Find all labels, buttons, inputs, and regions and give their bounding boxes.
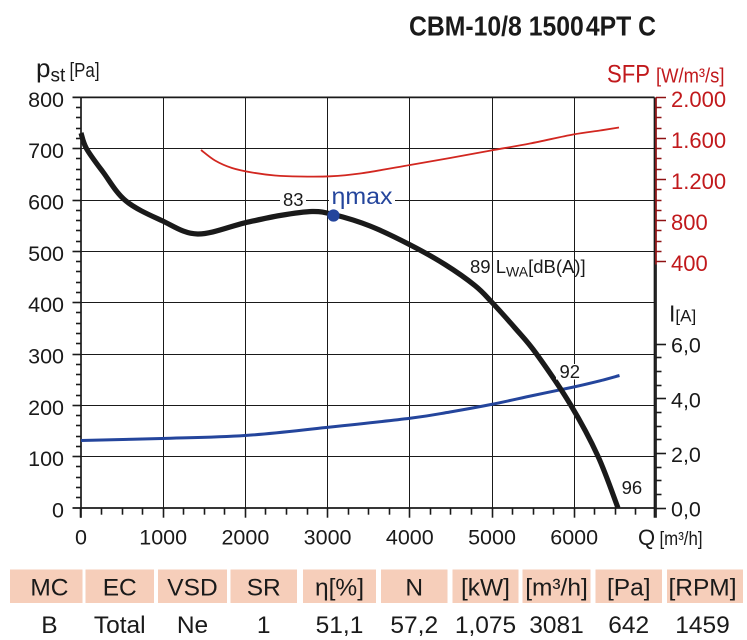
svg-text:B: B bbox=[41, 612, 57, 639]
svg-text:200: 200 bbox=[28, 396, 64, 420]
svg-text:η[%]: η[%] bbox=[315, 575, 364, 602]
svg-text:600: 600 bbox=[28, 191, 64, 215]
svg-text:3000: 3000 bbox=[304, 526, 352, 550]
svg-text:89 LWA[dB(A)]: 89 LWA[dB(A)] bbox=[470, 256, 586, 280]
svg-text:1.600: 1.600 bbox=[671, 128, 726, 153]
svg-text:Q: Q bbox=[638, 525, 655, 550]
svg-text:92: 92 bbox=[560, 361, 581, 382]
svg-text:MC: MC bbox=[30, 575, 68, 602]
svg-text:0: 0 bbox=[75, 526, 87, 550]
svg-text:[Pa]: [Pa] bbox=[70, 60, 100, 82]
svg-text:0,0: 0,0 bbox=[671, 498, 701, 522]
svg-text:3081: 3081 bbox=[529, 612, 584, 639]
svg-text:5000: 5000 bbox=[468, 526, 516, 550]
svg-text:0: 0 bbox=[52, 499, 64, 523]
svg-text:700: 700 bbox=[28, 139, 64, 163]
svg-text:SFP: SFP bbox=[607, 61, 650, 89]
svg-text:[m³/h]: [m³/h] bbox=[660, 529, 703, 550]
svg-text:pst: pst bbox=[36, 53, 66, 87]
svg-text:800: 800 bbox=[671, 210, 708, 235]
svg-text:Ne: Ne bbox=[177, 612, 208, 639]
svg-text:SR: SR bbox=[247, 575, 281, 602]
svg-text:1459: 1459 bbox=[675, 612, 730, 639]
svg-text:1,075: 1,075 bbox=[455, 612, 516, 639]
svg-text:57,2: 57,2 bbox=[390, 612, 438, 639]
svg-text:ηmax: ηmax bbox=[332, 183, 394, 209]
svg-text:4000: 4000 bbox=[386, 526, 434, 550]
svg-text:1.200: 1.200 bbox=[671, 169, 726, 194]
svg-text:4,0: 4,0 bbox=[671, 388, 701, 412]
svg-text:642: 642 bbox=[608, 612, 649, 639]
svg-text:2.000: 2.000 bbox=[671, 87, 726, 112]
svg-text:96: 96 bbox=[622, 477, 643, 498]
svg-text:300: 300 bbox=[28, 345, 64, 369]
svg-text:1: 1 bbox=[257, 612, 271, 639]
svg-text:Total: Total bbox=[94, 612, 146, 639]
svg-text:400: 400 bbox=[671, 251, 708, 276]
svg-text:100: 100 bbox=[28, 447, 64, 471]
svg-text:EC: EC bbox=[103, 575, 137, 602]
svg-text:6,0: 6,0 bbox=[671, 334, 701, 358]
svg-text:N: N bbox=[405, 575, 423, 602]
svg-text:2000: 2000 bbox=[221, 526, 269, 550]
svg-text:[RPM]: [RPM] bbox=[668, 575, 736, 602]
svg-text:51,1: 51,1 bbox=[316, 612, 364, 639]
svg-text:[Pa]: [Pa] bbox=[607, 575, 651, 602]
svg-text:400: 400 bbox=[28, 293, 64, 317]
svg-text:2,0: 2,0 bbox=[671, 443, 701, 467]
svg-text:6000: 6000 bbox=[550, 526, 598, 550]
svg-text:500: 500 bbox=[28, 242, 64, 266]
svg-text:VSD: VSD bbox=[167, 575, 217, 602]
svg-text:800: 800 bbox=[28, 88, 64, 112]
svg-text:CBM-10/8 1500 4PT C: CBM-10/8 1500 4PT C bbox=[409, 11, 656, 42]
svg-text:1000: 1000 bbox=[139, 526, 187, 550]
svg-text:[kW]: [kW] bbox=[461, 575, 510, 602]
svg-text:I[A]: I[A] bbox=[669, 301, 696, 327]
svg-text:[W/m³/s]: [W/m³/s] bbox=[656, 66, 725, 88]
svg-text:83: 83 bbox=[283, 189, 304, 210]
svg-text:[m³/h]: [m³/h] bbox=[525, 575, 588, 602]
